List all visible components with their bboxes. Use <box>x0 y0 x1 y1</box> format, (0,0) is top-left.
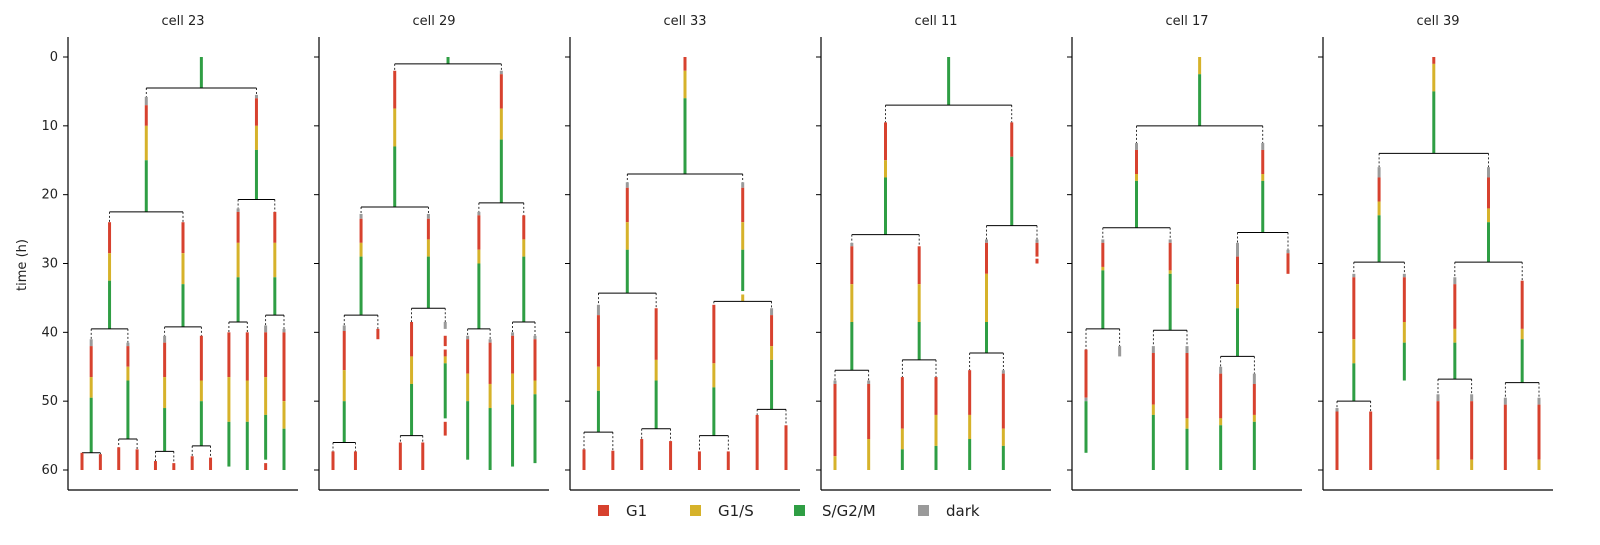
y-tick-label: 20 <box>41 188 58 203</box>
panel-4: cell 11 <box>816 14 1051 491</box>
panel-3: cell 33 <box>565 14 800 491</box>
panel-title: cell 17 <box>1165 14 1208 29</box>
panel-title: cell 29 <box>412 14 455 29</box>
legend: G1 G1/S S/G2/M dark <box>598 502 980 520</box>
legend-swatch <box>690 505 701 516</box>
panel-title: cell 11 <box>914 14 957 29</box>
legend-label: S/G2/M <box>822 502 876 520</box>
panel-title: cell 33 <box>663 14 706 29</box>
y-tick-label: 30 <box>41 257 58 272</box>
panel-6: cell 39 <box>1318 14 1553 491</box>
panel-5: cell 17 <box>1067 14 1302 491</box>
panels-group: 0 10 20 30 40 50 60 cell 23 cell 29 cell 33 cell 1… <box>41 14 1553 491</box>
legend-label: G1/S <box>718 502 754 520</box>
y-axis-label: time (h) <box>15 239 30 291</box>
legend-swatch <box>598 505 609 516</box>
y-tick-label: 10 <box>41 119 58 134</box>
legend-label: dark <box>946 502 980 520</box>
panel-title: cell 39 <box>1416 14 1459 29</box>
legend-swatch <box>918 505 929 516</box>
panel-title: cell 23 <box>161 14 204 29</box>
y-tick-label: 50 <box>41 394 58 409</box>
y-tick-label: 40 <box>41 325 58 340</box>
panel-1: 0 10 20 30 40 50 60 cell 23 <box>41 14 298 491</box>
legend-swatch <box>794 505 805 516</box>
panel-2: cell 29 <box>314 14 549 491</box>
y-tick-label: 0 <box>50 50 58 65</box>
y-tick-label: 60 <box>41 463 58 478</box>
legend-label: G1 <box>626 502 647 520</box>
